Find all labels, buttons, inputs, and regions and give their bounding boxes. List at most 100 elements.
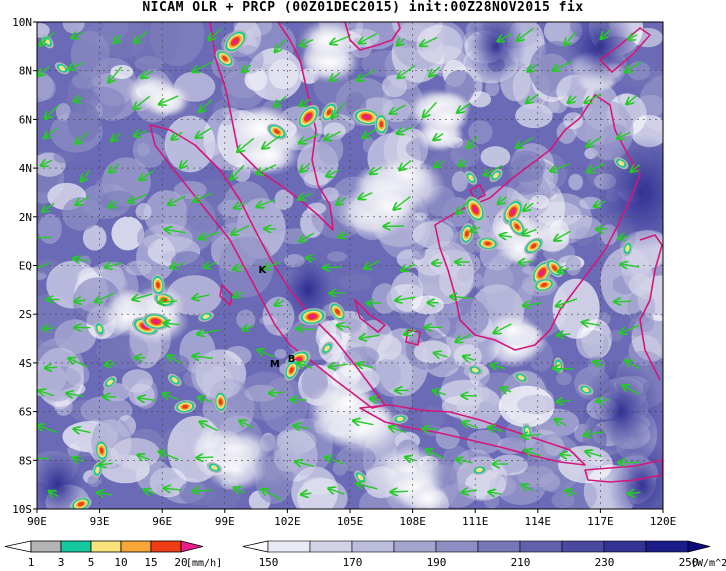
olr-patch	[413, 340, 451, 364]
olr-patch	[67, 102, 101, 142]
wind-arrow	[627, 94, 638, 104]
wind-arrow	[587, 163, 605, 172]
wind-arrow	[44, 127, 58, 138]
cloud-patch	[485, 311, 537, 348]
olr-patch	[37, 152, 66, 177]
wind-arrow	[180, 159, 187, 168]
olr-patch	[435, 426, 460, 450]
wind-arrow	[238, 137, 255, 151]
wind-arrow	[38, 65, 50, 75]
olr-patch	[160, 354, 190, 374]
wind-arrow	[470, 227, 481, 231]
wind-arrow	[556, 298, 578, 306]
olr-cb-left-tip	[242, 540, 269, 553]
precip-contour	[618, 160, 625, 166]
coast-vietnam	[344, 22, 401, 51]
wind-arrow	[582, 322, 600, 325]
precip-contour	[106, 379, 114, 386]
wind-arrow	[593, 362, 605, 366]
olr-patch	[568, 173, 583, 191]
olr-patch	[480, 146, 511, 168]
wind-arrow	[198, 330, 220, 334]
wind-arrow	[357, 69, 376, 80]
precip-contour	[582, 387, 590, 393]
wind-arrow	[109, 66, 123, 83]
olr-patch	[137, 225, 157, 250]
olr-patch	[306, 202, 327, 215]
lon-tick-label: 90E	[27, 515, 47, 528]
olr-patch	[135, 203, 152, 220]
olr-patch	[469, 91, 492, 108]
olr-patch	[456, 267, 473, 283]
olr-patch	[534, 73, 551, 92]
olr-patch	[420, 218, 458, 251]
olr-cb-right-tip	[687, 540, 711, 553]
wind-arrow	[299, 133, 319, 144]
precip-contour	[58, 65, 66, 71]
wind-arrow	[111, 132, 121, 141]
olr-patch	[326, 251, 348, 262]
olr-patch	[274, 348, 287, 359]
olr-patch	[170, 251, 206, 276]
olr-patch	[565, 256, 582, 276]
wind-arrow	[164, 323, 180, 325]
wind-arrow	[601, 29, 610, 38]
coast-bangka	[354, 299, 386, 333]
wind-arrow	[262, 489, 282, 501]
olr-patch	[80, 396, 133, 426]
cloud-patch	[363, 187, 418, 226]
wind-arrow	[73, 259, 89, 261]
wind-arrow	[73, 458, 84, 461]
olr-patch	[262, 296, 295, 336]
wind-arrow	[360, 335, 380, 338]
olr-cb-swatch	[645, 540, 689, 553]
wind-arrow	[584, 432, 605, 435]
precip-contour	[182, 404, 189, 409]
wind-arrow	[522, 434, 541, 436]
wind-arrow	[339, 234, 349, 238]
olr-patch	[274, 189, 294, 210]
olr-patch	[128, 383, 155, 407]
olr-patch	[75, 86, 126, 120]
station-m: M	[270, 359, 280, 370]
precip-colorbar: 1 3 5 10 15 20[mm/h]	[4, 540, 222, 569]
wind-arrow	[400, 159, 412, 170]
wind-arrow	[128, 193, 148, 202]
olr-patch	[110, 437, 160, 469]
olr-patch	[416, 24, 463, 65]
olr-patch	[628, 273, 652, 296]
olr-patch	[578, 329, 609, 359]
wind-arrow	[243, 326, 254, 330]
wind-arrow	[234, 488, 246, 493]
wind-arrow	[434, 134, 444, 140]
precip-contour	[289, 367, 294, 374]
lon-tick-label: 117E	[587, 515, 614, 528]
wind-arrow	[300, 162, 311, 171]
wind-arrow	[209, 28, 222, 40]
wind-arrow	[262, 135, 281, 149]
olr-patch	[627, 289, 656, 326]
wind-arrow	[231, 164, 245, 179]
precip-cb-swatch	[120, 540, 152, 553]
wind-arrow	[193, 295, 210, 299]
wind-arrow	[200, 422, 218, 432]
wind-arrow	[628, 492, 641, 494]
olr-patch	[509, 154, 544, 195]
wind-arrow	[353, 421, 374, 425]
olr-cb-swatch	[561, 540, 605, 553]
wind-arrow	[329, 488, 345, 494]
wind-arrow	[488, 427, 504, 431]
wind-arrow	[620, 324, 640, 333]
olr-patch	[142, 223, 193, 254]
olr-cb-swatch	[267, 540, 311, 553]
olr-cb-swatch	[435, 540, 479, 553]
coast-belitung	[405, 329, 421, 346]
precip-contour	[335, 308, 340, 315]
olr-patch	[218, 236, 274, 298]
wind-arrow	[109, 202, 118, 208]
wind-arrow	[163, 394, 179, 401]
coast-borneo	[434, 94, 641, 351]
longitude-axis: 90E 93E 96E 99E 102E 105E 108E 111E 114E 117E 120E	[27, 509, 676, 528]
deep-olr-patch	[607, 439, 663, 509]
olr-patch	[506, 150, 546, 183]
